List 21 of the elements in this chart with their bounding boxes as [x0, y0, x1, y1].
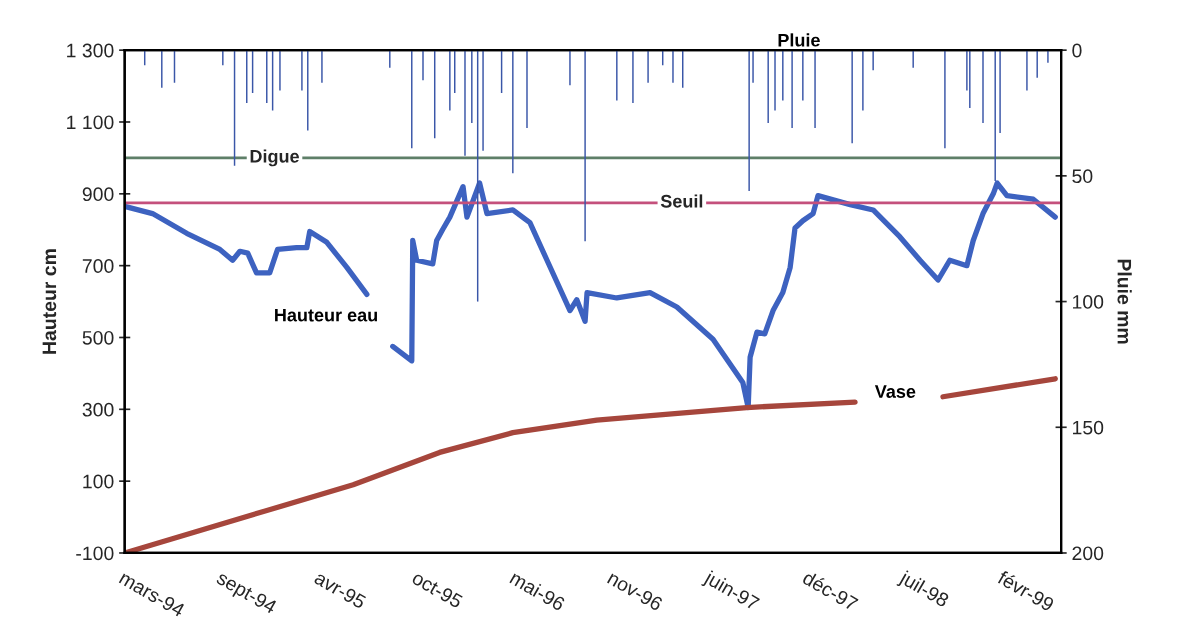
y2-axis-title: Pluie mm	[1117, 259, 1132, 344]
y2-tick-label: 100	[1073, 295, 1104, 309]
x-tick-label: oct-95	[411, 570, 464, 609]
series-label: Hauteur eau	[275, 308, 378, 322]
y-tick-label: 100	[83, 474, 114, 489]
ref-line-label: Digue	[250, 149, 299, 167]
ref-line-label: Seuil	[660, 194, 703, 208]
y2-tick-label: 150	[1073, 420, 1104, 435]
y2-tick-label: 200	[1072, 546, 1104, 561]
y-tick-label: -100	[76, 546, 114, 561]
y-tick-label: 700	[82, 259, 114, 273]
y2-tick-label: 0	[1072, 43, 1082, 58]
y-tick-label: 300	[82, 402, 114, 417]
y2-tick-label: 50	[1072, 169, 1093, 184]
y-tick-label: 1 300	[67, 43, 114, 58]
series-label: Vase	[874, 385, 916, 398]
y-tick-label: 1 100	[67, 115, 114, 130]
y-tick-label: 500	[82, 330, 114, 345]
y-axis-title: Hauteur cm	[42, 249, 57, 354]
y-tick-label: 900	[82, 187, 114, 202]
series-label: Pluie	[778, 33, 820, 47]
